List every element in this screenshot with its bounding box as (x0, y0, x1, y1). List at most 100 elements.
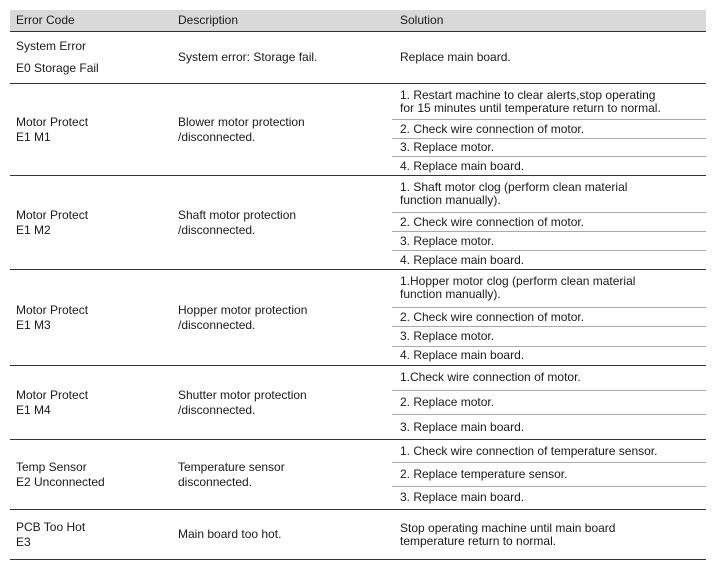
description-text: /disconnected. (178, 222, 256, 237)
solution-step: Stop operating machine until main board t… (392, 510, 706, 559)
solution-text: 1.Check wire connection of motor. (400, 370, 581, 385)
solution-text: 2. Check wire connection of motor. (400, 214, 585, 229)
solution-step: 3. Replace main board. (392, 487, 706, 509)
description-text: /disconnected. (178, 129, 256, 144)
error-table: Error Code Description Solution System Erro… (10, 10, 706, 560)
description-cell: Shaft motor protection/disconnected. (170, 176, 392, 269)
solution-text: 1. Shaft motor clog (perform clean mater… (400, 180, 628, 194)
solution-cell: 1. Check wire connection of temperature … (392, 440, 706, 509)
solution-text: temperature return to normal. (400, 533, 557, 548)
solution-text: 3. Replace main board. (400, 490, 525, 505)
solution-cell: 1.Hopper motor clog (perform clean mater… (392, 270, 706, 365)
solution-text: 4. Replace main board. (400, 158, 525, 173)
description-text: Hopper motor protection (178, 302, 308, 317)
description-cell: System error: Storage fail. (170, 32, 392, 83)
solution-text: 4. Replace main board. (400, 252, 525, 267)
error-code: System Error (16, 39, 87, 53)
solution-step: 4. Replace main board. (392, 157, 706, 175)
error-code: Motor Protect (16, 207, 89, 222)
error-code: PCB Too Hot (16, 519, 86, 534)
solution-text: 1. Check wire connection of temperature … (400, 443, 658, 458)
table-row: Motor Protect E1 M1 Blower motor protectio… (10, 84, 706, 176)
error-code: E1 M2 (16, 222, 51, 237)
error-code-cell: PCB Too Hot E3 (10, 510, 170, 559)
description-text: Shutter motor protection (178, 387, 307, 402)
error-code-cell: Motor Protect E1 M1 (10, 84, 170, 175)
solution-step: 2. Check wire connection of motor. (392, 120, 706, 139)
solution-text: 4. Replace main board. (400, 348, 525, 363)
description-cell: Temperature sensor disconnected. (170, 440, 392, 509)
description-text: Temperature sensor (178, 459, 285, 474)
solution-step: 1. Check wire connection of temperature … (392, 440, 706, 464)
description-cell: Hopper motor protection/disconnected. (170, 270, 392, 365)
solution-text: Stop operating machine until main board (400, 520, 616, 535)
solution-text: 3. Replace main board. (400, 419, 525, 434)
solution-text: 3. Replace motor. (400, 233, 495, 248)
solution-step: 3. Replace motor. (392, 327, 706, 347)
description-text: System error: Storage fail. (178, 50, 318, 64)
solution-cell: 1. Shaft motor clog (perform clean mater… (392, 176, 706, 269)
solution-cell: Replace main board. (392, 32, 706, 83)
header-text: Description (178, 13, 239, 27)
solution-text: function manually). (400, 193, 501, 207)
error-code: E1 M3 (16, 317, 51, 332)
description-cell: Blower motor protection/disconnected. (170, 84, 392, 175)
error-code-cell: System Error E0 Storage Fail (10, 32, 170, 83)
error-code: E3 (16, 534, 31, 549)
solution-step: 1. Restart machine to clear alerts,stop … (392, 84, 706, 121)
solution-step: 1. Shaft motor clog (perform clean mater… (392, 176, 706, 213)
solution-text: 2. Check wire connection of motor. (400, 121, 585, 136)
description-text: Shaft motor protection (178, 207, 297, 222)
header-row: Error Code Description Solution (10, 10, 706, 32)
solution-step: 2. Check wire connection of motor. (392, 308, 706, 328)
solution-text: for 15 minutes until temperature return … (400, 100, 661, 115)
solution-step: 2. Check wire connection of motor. (392, 213, 706, 232)
error-code: E1 M1 (16, 129, 51, 144)
solution-step: 4. Replace main board. (392, 251, 706, 269)
solution-text: 2. Replace temperature sensor. (400, 466, 568, 481)
header-cell: Description (170, 10, 392, 31)
description-cell: Main board too hot. (170, 510, 392, 559)
error-code: E1 M4 (16, 402, 51, 417)
table-row: PCB Too Hot E3 Main board too hot. Stop ope… (10, 510, 706, 560)
solution-text: 1. Restart machine to clear alerts,stop … (400, 87, 656, 102)
solution-step: 2. Replace motor. (392, 391, 706, 416)
solution-text: 3. Replace motor. (400, 140, 495, 155)
solution-text: 3. Replace motor. (400, 328, 495, 343)
error-code: E2 Unconnected (16, 474, 105, 489)
solution-cell: 1. Restart machine to clear alerts,stop … (392, 84, 706, 175)
description-text: /disconnected. (178, 402, 256, 417)
error-code: E0 Storage Fail (16, 61, 99, 75)
table-row: Temp Sensor E2 Unconnected Temperature sen… (10, 440, 706, 510)
header-text: Error Code (16, 13, 75, 27)
solution-step: 3. Replace motor. (392, 232, 706, 251)
solution-step: 1.Hopper motor clog (perform clean mater… (392, 270, 706, 308)
description-cell: Shutter motor protection/disconnected. (170, 366, 392, 439)
description-text: disconnected. (178, 474, 253, 489)
table-row: Motor Protect E1 M3 Hopper motor protectio… (10, 270, 706, 366)
solution-step: 1.Check wire connection of motor. (392, 366, 706, 391)
description-text: /disconnected. (178, 317, 256, 332)
error-code: Temp Sensor (16, 459, 87, 474)
error-code-cell: Motor Protect E1 M4 (10, 366, 170, 439)
solution-text: 2. Replace motor. (400, 395, 495, 409)
error-code: Motor Protect (16, 387, 89, 402)
solution-step: Replace main board. (392, 32, 706, 83)
solution-cell: 1.Check wire connection of motor. 2. Repl… (392, 366, 706, 439)
error-code-cell: Motor Protect E1 M2 (10, 176, 170, 269)
table-row: Motor Protect E1 M2 Shaft motor protection… (10, 176, 706, 270)
header-cell: Error Code (10, 10, 170, 31)
solution-text: 2. Check wire connection of motor. (400, 309, 585, 324)
header-text: Solution (400, 13, 444, 27)
solution-step: 3. Replace motor. (392, 139, 706, 158)
header-cell: Solution (392, 10, 706, 31)
error-code-cell: Temp Sensor E2 Unconnected (10, 440, 170, 509)
solution-text: 1.Hopper motor clog (perform clean mater… (400, 274, 636, 289)
error-code: Motor Protect (16, 302, 89, 317)
error-code-cell: Motor Protect E1 M3 (10, 270, 170, 365)
error-code: Motor Protect (16, 114, 89, 129)
solution-text: Replace main board. (400, 50, 511, 64)
description-text: Main board too hot. (178, 527, 282, 541)
solution-cell: Stop operating machine until main board t… (392, 510, 706, 559)
